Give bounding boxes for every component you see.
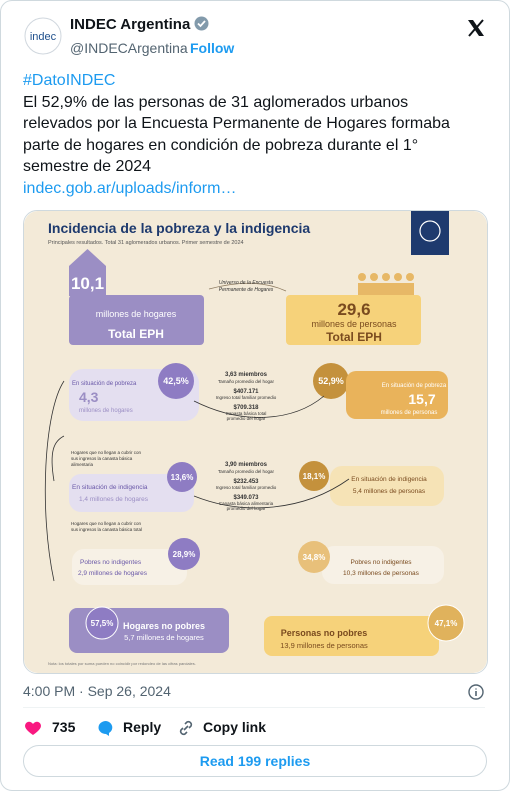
poor-persons-percent: 34,8% — [303, 553, 326, 562]
indigence-persons-detail: 5,4 millones de personas — [353, 488, 426, 495]
poor-persons-label: Pobres no indigentes — [350, 559, 412, 566]
indigence-persons-percent: 18,1% — [303, 472, 326, 481]
households-label: Total EPH — [108, 327, 164, 341]
households-unit: millones de hogares — [96, 309, 177, 319]
indigence-households-percent: 13,6% — [171, 473, 194, 482]
indigence-households-label: En situación de indigencia — [72, 484, 148, 491]
household-profile: Canasta básica alimentaria — [219, 501, 274, 506]
footnote: Nota: los totales por suma pueden no coi… — [48, 661, 196, 666]
like-icon[interactable] — [24, 720, 42, 736]
universe-text: Universo de la Encuesta — [219, 280, 273, 286]
non-poor-households-label: Hogares no pobres — [123, 621, 205, 631]
household-profile: Ingreso total familiar promedio — [216, 485, 277, 490]
reply-icon[interactable] — [97, 720, 115, 736]
persons-label: Total EPH — [326, 330, 382, 344]
households-total: 10,1 — [71, 274, 104, 293]
household-profile: 3,90 miembros — [225, 462, 268, 468]
household-profile: 3,63 miembros — [225, 372, 268, 378]
x-logo[interactable] — [466, 18, 486, 38]
universe-text: Permanente de Hogares — [219, 287, 274, 293]
like-count[interactable]: 735 — [52, 719, 76, 735]
account-handle[interactable]: @INDECArgentina — [70, 40, 188, 56]
follow-button[interactable]: Follow — [190, 40, 235, 56]
poverty-households-label: En situación de pobreza — [72, 381, 137, 387]
info-icon[interactable] — [468, 684, 484, 700]
infographic-title: Incidencia de la pobreza y la indigencia — [48, 220, 310, 236]
avatar[interactable]: indec — [24, 17, 62, 55]
separator: · — [180, 40, 185, 56]
persons-unit: millones de personas — [311, 319, 397, 329]
note-text: alimentaria — [71, 462, 94, 467]
reply-button[interactable]: Reply — [123, 719, 162, 735]
poverty-persons-value: 15,7 — [408, 391, 435, 407]
tweet-body: El 52,9% de las personas de 31 aglomerad… — [23, 93, 450, 176]
note-text: Hogares que no llegan a cubrir con — [71, 450, 142, 455]
account-name-text[interactable]: INDEC Argentina — [70, 16, 191, 33]
note-text: sus ingresos la canasta básica — [71, 456, 133, 461]
infographic[interactable]: Incidencia de la pobreza y la indigencia… — [23, 210, 488, 674]
household-profile: promedio del hogar — [227, 506, 266, 511]
divider — [23, 707, 485, 708]
household-profile: $232.453 — [233, 479, 259, 485]
household-profile: $349.073 — [233, 495, 259, 501]
poverty-persons-unit: millones de personas — [381, 410, 438, 416]
infographic-subtitle: Principales resultados. Total 31 aglomer… — [48, 240, 244, 246]
indigence-persons-label: En situación de indigencia — [351, 476, 427, 483]
household-profile: $709.318 — [233, 405, 259, 411]
copy-link-button[interactable]: Copy link — [203, 719, 267, 735]
timestamp[interactable]: 4:00 PM · Sep 26, 2024 — [23, 683, 171, 699]
poverty-persons-percent: 52,9% — [318, 376, 344, 386]
household-profile: Ingreso total familiar promedio — [216, 395, 277, 400]
poor-households-label: Pobres no indigentes — [80, 559, 142, 566]
indigence-households-detail: 1,4 millones de hogares — [79, 496, 149, 503]
link-icon[interactable] — [177, 719, 195, 737]
hashtag[interactable]: #DatoINDEC — [23, 72, 116, 89]
poor-households-percent: 28,9% — [173, 550, 196, 559]
non-poor-persons-percent: 47,1% — [435, 619, 458, 628]
poor-persons-detail: 10,3 millones de personas — [343, 570, 420, 577]
non-poor-persons-label: Personas no pobres — [281, 628, 368, 638]
non-poor-persons-detail: 13,9 millones de personas — [280, 641, 368, 650]
non-poor-households-percent: 57,5% — [91, 619, 114, 628]
poverty-households-value: 4,3 — [79, 389, 99, 405]
avatar-text: indec — [30, 31, 57, 43]
poverty-households-unit: millones de hogares — [79, 408, 133, 414]
household-profile: Tamaño promedio del hogar — [218, 379, 275, 384]
read-replies-button[interactable]: Read 199 replies — [23, 745, 487, 777]
persons-total: 29,6 — [337, 300, 370, 319]
household-profile: Canasta básica total — [226, 411, 267, 416]
non-poor-households-detail: 5,7 millones de hogares — [124, 633, 204, 642]
household-profile: $407.171 — [233, 389, 259, 395]
poverty-persons-label: En situación de pobreza — [382, 383, 447, 389]
account-name[interactable]: INDEC Argentina — [70, 16, 209, 33]
tweet-text: #DatoINDEC El 52,9% de las personas de 3… — [23, 70, 473, 199]
verified-badge — [194, 16, 209, 31]
note-text: Hogares que no llegan a cubrir con — [71, 521, 142, 526]
household-profile: Tamaño promedio del hogar — [218, 469, 275, 474]
tweet-link[interactable]: indec.gob.ar/uploads/inform… — [23, 179, 237, 197]
poor-households-detail: 2,9 millones de hogares — [78, 570, 148, 577]
poverty-households-percent: 42,5% — [163, 376, 189, 386]
household-profile: promedio del hogar — [227, 416, 266, 421]
note-text: sus ingresos la canasta básica total — [71, 527, 142, 532]
